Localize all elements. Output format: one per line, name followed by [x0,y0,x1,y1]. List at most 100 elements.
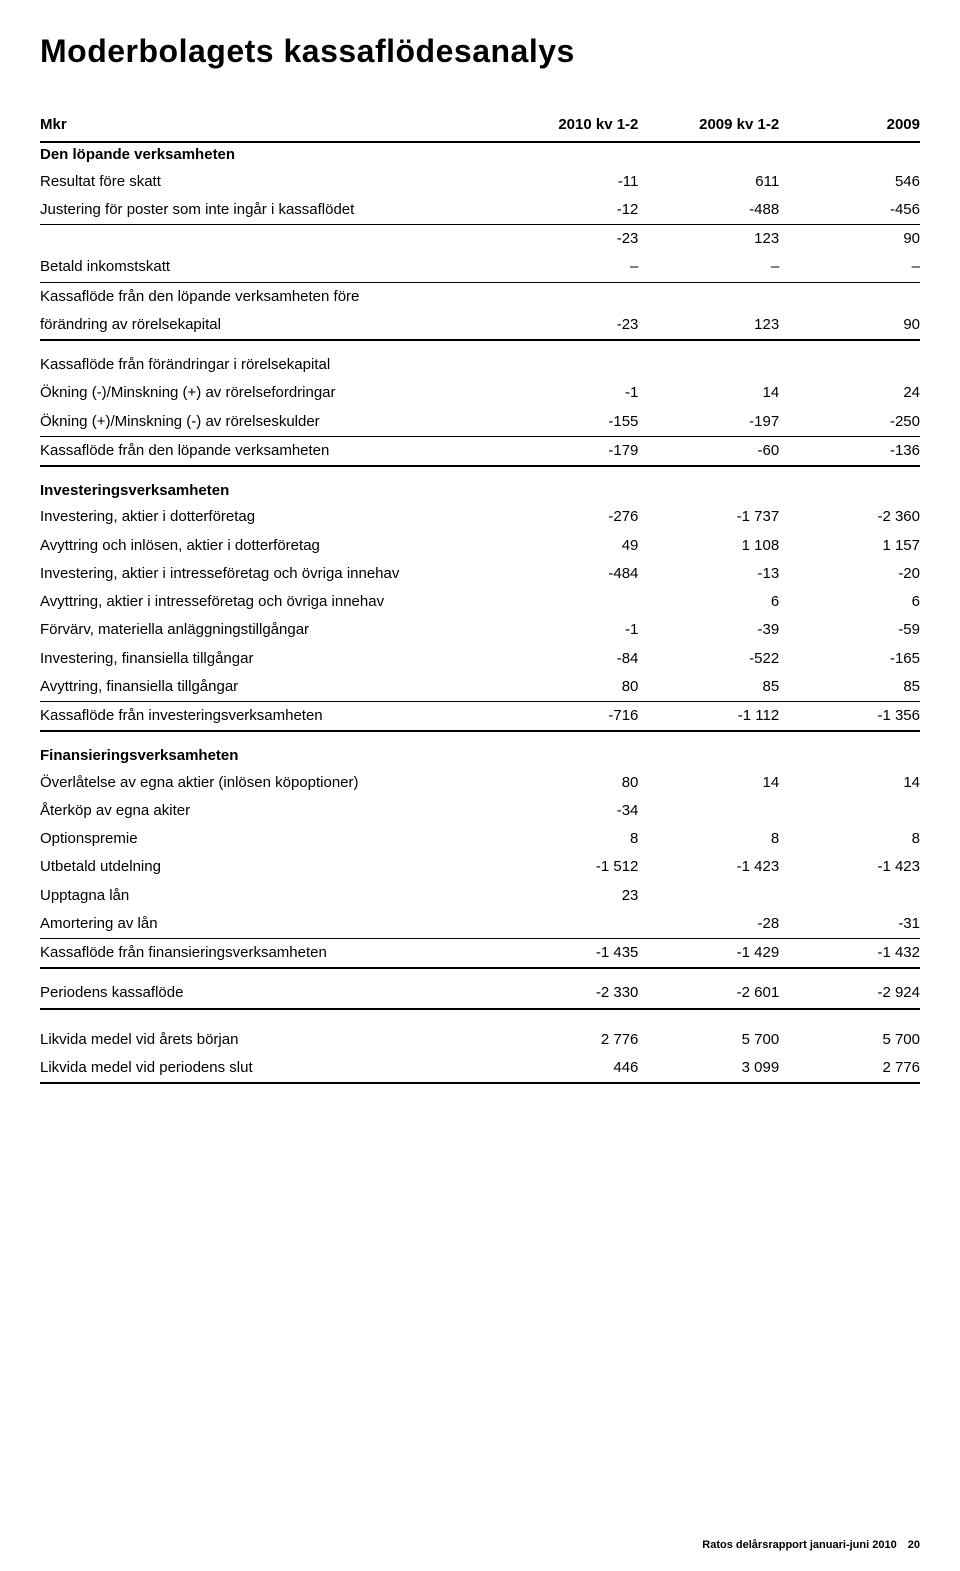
row-label: Kassaflöde från den löpande verksamheten… [40,282,498,311]
table-row: Upptagna lån 23 [40,882,920,910]
table-row: Förvärv, materiella anläggningstillgånga… [40,616,920,644]
cell: -522 [638,645,779,673]
cell: -456 [779,196,920,225]
row-label: Ökning (+)/Minskning (-) av rörelseskuld… [40,408,498,437]
cell: – [779,253,920,282]
table-header-row: Mkr 2010 kv 1-2 2009 kv 1-2 2009 [40,109,920,142]
cell: -31 [779,910,920,939]
page-footer: Ratos delårsrapport januari-juni 2010 20 [702,1538,920,1553]
table-end-rule [40,1083,920,1084]
cell: -84 [498,645,639,673]
cell: 85 [638,673,779,702]
cell: 3 099 [638,1054,779,1083]
table-row: Justering för poster som inte ingår i ka… [40,196,920,225]
row-label: Kassaflöde från investeringsverksamheten [40,702,498,732]
cell: -23 [498,225,639,254]
cell: 6 [638,588,779,616]
row-label: Återköp av egna akiter [40,797,498,825]
cell: 611 [638,168,779,196]
row-label: Utbetald utdelning [40,853,498,881]
cell: 8 [779,825,920,853]
cell: -1 512 [498,853,639,881]
cell [498,588,639,616]
cell: -34 [498,797,639,825]
table-row: Investering, aktier i intresseföretag oc… [40,560,920,588]
table-row: Amortering av lån -28 -31 [40,910,920,939]
col-2009q: 2009 kv 1-2 [638,109,779,142]
row-label: Förvärv, materiella anläggningstillgånga… [40,616,498,644]
cell: -60 [638,436,779,466]
cell: -28 [638,910,779,939]
cell: 1 108 [638,532,779,560]
cell: -13 [638,560,779,588]
row-label [40,225,498,254]
table-row: -23 123 90 [40,225,920,254]
cell: -2 924 [779,968,920,1008]
row-label: Betald inkomstskatt [40,253,498,282]
row-label: Avyttring och inlösen, aktier i dotterfö… [40,532,498,560]
cell [779,882,920,910]
cell: 80 [498,673,639,702]
section-title: Den löpande verksamheten [40,142,498,167]
cell: 1 157 [779,532,920,560]
cell: -488 [638,196,779,225]
cell: -179 [498,436,639,466]
cell: -11 [498,168,639,196]
cell: -1 [498,379,639,407]
cell: 8 [638,825,779,853]
cell: 14 [638,379,779,407]
cell: 49 [498,532,639,560]
row-label: Investering, aktier i intresseföretag oc… [40,560,498,588]
row-label: Kassaflöde från finansieringsverksamhete… [40,939,498,969]
cell: 6 [779,588,920,616]
cell: -1 112 [638,702,779,732]
table-row: förändring av rörelsekapital -23 123 90 [40,311,920,340]
cell: 90 [779,225,920,254]
cell: -155 [498,408,639,437]
cell: 5 700 [779,1009,920,1054]
row-label: Justering för poster som inte ingår i ka… [40,196,498,225]
cell: -39 [638,616,779,644]
table-row: Optionspremie 8 8 8 [40,825,920,853]
table-row: Ökning (+)/Minskning (-) av rörelseskuld… [40,408,920,437]
cell: -2 360 [779,503,920,531]
row-label: Kassaflöde från den löpande verksamheten [40,436,498,466]
cell: -136 [779,436,920,466]
table-row: Återköp av egna akiter -34 [40,797,920,825]
cell [638,882,779,910]
cell: 5 700 [638,1009,779,1054]
cell: -23 [498,311,639,340]
row-label: Avyttring, finansiella tillgångar [40,673,498,702]
cell [779,282,920,311]
row-label: Amortering av lån [40,910,498,939]
cell: -59 [779,616,920,644]
table-row: Överlåtelse av egna aktier (inlösen köpo… [40,769,920,797]
table-row: Likvida medel vid årets början 2 776 5 7… [40,1009,920,1054]
table-row: Kassaflöde från investeringsverksamheten… [40,702,920,732]
row-label: Likvida medel vid årets början [40,1009,498,1054]
table-row: Avyttring, aktier i intresseföretag och … [40,588,920,616]
cell: -716 [498,702,639,732]
cell: 23 [498,882,639,910]
cell: -484 [498,560,639,588]
table-row: Investering, finansiella tillgångar -84 … [40,645,920,673]
table-row: Kassaflöde från förändringar i rörelseka… [40,340,920,379]
cell [498,282,639,311]
cashflow-table: Mkr 2010 kv 1-2 2009 kv 1-2 2009 Den löp… [40,109,920,1084]
cell: -1 432 [779,939,920,969]
row-label: Likvida medel vid periodens slut [40,1054,498,1083]
table-row: Avyttring, finansiella tillgångar 80 85 … [40,673,920,702]
cell: 85 [779,673,920,702]
table-row: Kassaflöde från den löpande verksamheten… [40,282,920,311]
row-label: Upptagna lån [40,882,498,910]
table-row: Avyttring och inlösen, aktier i dotterfö… [40,532,920,560]
cell: 24 [779,379,920,407]
cell: 123 [638,225,779,254]
cell [638,340,779,379]
table-row: Utbetald utdelning -1 512 -1 423 -1 423 [40,853,920,881]
section-title: Investeringsverksamheten [40,466,498,503]
cell [779,797,920,825]
cell: -1 737 [638,503,779,531]
cell: 8 [498,825,639,853]
footer-page: 20 [908,1539,920,1551]
